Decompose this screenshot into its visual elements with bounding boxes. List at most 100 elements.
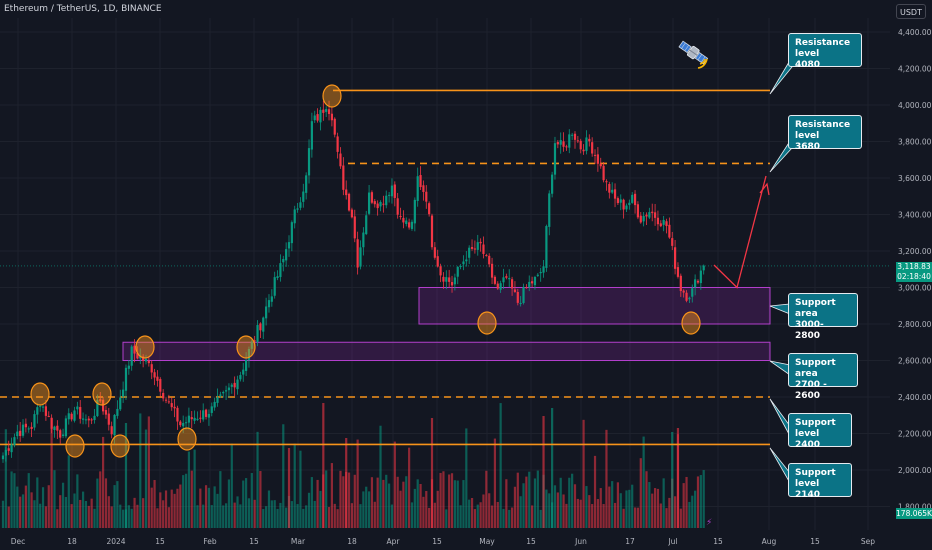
volume-bar [233, 502, 236, 528]
candle-body [1, 455, 5, 460]
candle-body [671, 238, 674, 246]
x-tick-label: 17 [625, 537, 635, 546]
volume-bar [356, 439, 359, 528]
touch-marker [110, 434, 130, 458]
candle-body [631, 194, 634, 203]
candle-body [416, 176, 419, 201]
volume-bar [44, 506, 47, 528]
candle-body [662, 219, 665, 225]
volume-bar [536, 470, 539, 528]
volume-bar [216, 493, 219, 528]
volume-bar [61, 482, 65, 528]
candle-body [207, 413, 211, 418]
candle-body [96, 399, 99, 417]
currency-unit-button[interactable]: USDT [896, 4, 926, 19]
y-tick-label: 3,000.00 [898, 284, 932, 293]
candle-body [536, 274, 539, 276]
volume-bar [516, 472, 519, 528]
annotation-pointers [769, 55, 793, 485]
y-tick-label: 2,200.00 [898, 430, 932, 439]
candle-body [19, 430, 22, 436]
volume-bar [405, 476, 408, 528]
candle-body [433, 247, 436, 258]
candle-body [24, 423, 27, 428]
candle-body [562, 141, 565, 147]
candle-body [450, 282, 454, 286]
y-tick-label: 1,800.00 [898, 503, 932, 512]
volume-bars [1, 403, 705, 528]
candle-body [425, 191, 428, 202]
volume-bar [502, 508, 505, 528]
candle-body [370, 192, 374, 203]
volume-bar [33, 500, 36, 528]
candle-body [396, 198, 399, 215]
annotation-support-level-2400: Support level 2400 [788, 413, 852, 450]
volume-bar [373, 501, 376, 528]
candle-body [613, 189, 617, 199]
candle-body [41, 406, 45, 408]
candle-body [122, 389, 125, 397]
volume-bar [473, 509, 476, 528]
candle-body [279, 263, 282, 278]
volume-bar [522, 483, 525, 528]
candle-body [81, 418, 85, 420]
candle-body [453, 277, 456, 285]
touch-marker [322, 84, 342, 108]
volume-bar [476, 504, 479, 528]
candle-body [362, 232, 365, 248]
volume-bar [30, 492, 33, 528]
volume-bar [213, 486, 216, 528]
volume-bar [259, 471, 262, 528]
volume-bar [519, 496, 522, 528]
volume-bar [147, 416, 150, 528]
candle-body [691, 288, 694, 297]
y-tick-label: 3,200.00 [898, 247, 932, 256]
volume-bar [665, 508, 668, 528]
candle-body [559, 140, 562, 145]
candle-body [190, 417, 193, 420]
candle-body [142, 356, 145, 361]
candle-body [345, 189, 348, 196]
candle-body [87, 418, 90, 421]
candle-body [642, 215, 645, 222]
candle-body [330, 113, 333, 121]
volume-bar [122, 509, 125, 528]
volume-bar [242, 480, 245, 528]
volume-bar [510, 507, 514, 528]
y-tick-label: 2,800.00 [898, 320, 932, 329]
candle-body [265, 306, 268, 319]
candle-body [110, 426, 113, 435]
volume-bar [47, 485, 50, 528]
candle-body [136, 352, 139, 359]
candle-body [159, 379, 162, 392]
volume-bar [162, 500, 165, 528]
candle-body [64, 418, 68, 437]
candle-body [93, 415, 96, 421]
volume-bar [625, 490, 628, 528]
candle-body [393, 184, 396, 198]
candle-body [67, 413, 70, 420]
volume-bar [265, 506, 268, 528]
candle-body [236, 379, 239, 390]
volume-bar [513, 486, 517, 528]
candle-body [47, 415, 50, 417]
candle-body [182, 422, 185, 427]
volume-bar [702, 470, 705, 528]
candle-body [696, 280, 700, 283]
volume-bar [130, 508, 133, 528]
y-tick-label: 4,400.00 [898, 28, 932, 37]
volume-bar [64, 496, 68, 528]
volume-bar [370, 477, 374, 528]
volume-bar [13, 473, 16, 528]
candle-body [270, 296, 273, 302]
volume-bar [247, 498, 251, 528]
volume-bar [622, 508, 625, 528]
annotation-pointer [769, 303, 791, 315]
candle-body [405, 220, 408, 224]
candle-body [542, 266, 545, 273]
volume-bar [199, 488, 202, 528]
candle-body [439, 266, 442, 276]
touch-markers [30, 84, 701, 458]
volume-bar [659, 503, 662, 528]
